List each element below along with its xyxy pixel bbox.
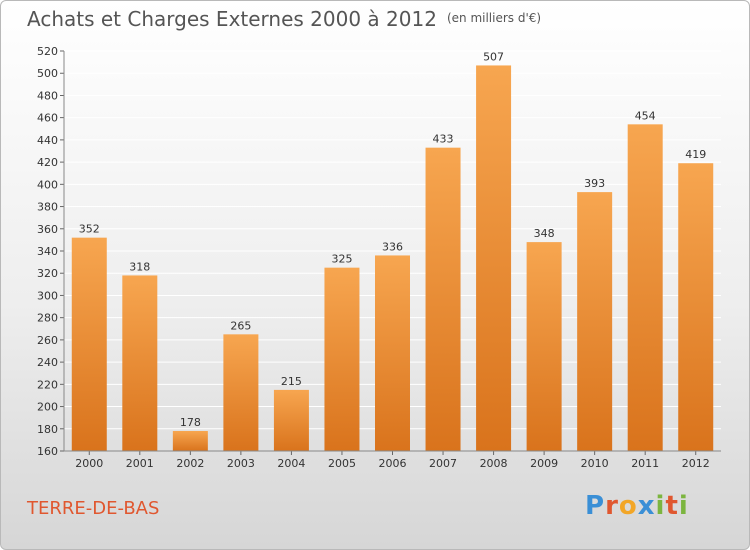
x-tick-label: 2006 xyxy=(379,457,407,470)
data-label: 318 xyxy=(129,260,150,273)
bar-2005 xyxy=(324,267,360,451)
y-tick-label: 420 xyxy=(37,156,58,169)
y-tick-label: 460 xyxy=(37,112,58,125)
y-tick-label: 520 xyxy=(37,45,58,58)
y-tick-label: 440 xyxy=(37,134,58,147)
data-label: 352 xyxy=(79,223,100,236)
bar-2012 xyxy=(678,163,714,451)
y-tick-label: 220 xyxy=(37,378,58,391)
y-tick-label: 260 xyxy=(37,334,58,347)
x-tick-label: 2002 xyxy=(176,457,204,470)
chart-title-text: Achats et Charges Externes 2000 à 2012 xyxy=(27,7,437,31)
x-tick-label: 2007 xyxy=(429,457,457,470)
x-tick-label: 2008 xyxy=(480,457,508,470)
data-label: 178 xyxy=(180,416,201,429)
commune-name: TERRE-DE-BAS xyxy=(27,498,160,519)
logo-letter: o xyxy=(618,491,638,521)
logo-letter: r xyxy=(605,491,619,521)
y-tick-label: 280 xyxy=(37,312,58,325)
y-tick-label: 340 xyxy=(37,245,58,258)
x-tick-label: 2011 xyxy=(631,457,659,470)
chart-title: Achats et Charges Externes 2000 à 2012 (e… xyxy=(27,7,541,31)
bar-2008 xyxy=(476,65,512,451)
logo-letter: P xyxy=(585,491,606,521)
y-tick-label: 200 xyxy=(37,401,58,414)
bar-2001 xyxy=(122,275,158,451)
y-tick-label: 500 xyxy=(37,67,58,80)
x-tick-label: 2009 xyxy=(530,457,558,470)
data-label: 454 xyxy=(635,109,656,122)
y-tick-label: 480 xyxy=(37,89,58,102)
data-label: 507 xyxy=(483,50,504,63)
x-tick-label: 2010 xyxy=(581,457,609,470)
bar-2006 xyxy=(375,255,410,451)
y-tick-label: 400 xyxy=(37,178,58,191)
bar-2000 xyxy=(71,237,107,451)
x-axis: 2000 2001 2002 2003 2004 2005 2006 2007 2008 2009… xyxy=(64,450,721,470)
bar-2002 xyxy=(172,431,208,451)
data-label: 325 xyxy=(331,253,352,266)
y-tick-label: 380 xyxy=(37,201,58,214)
bar-2010 xyxy=(577,192,613,451)
data-label: 433 xyxy=(433,133,454,146)
bar-2004 xyxy=(273,389,309,451)
x-tick-label: 2005 xyxy=(328,457,356,470)
x-tick-label: 2000 xyxy=(75,457,103,470)
y-tick-label: 240 xyxy=(37,356,58,369)
x-tick-label: 2003 xyxy=(227,457,255,470)
data-label: 393 xyxy=(584,177,605,190)
bar-2009 xyxy=(526,242,562,451)
data-label: 265 xyxy=(230,319,251,332)
data-label: 348 xyxy=(534,227,555,240)
x-tick-label: 2012 xyxy=(682,457,710,470)
x-tick-label: 2004 xyxy=(277,457,305,470)
data-label: 336 xyxy=(382,240,403,253)
data-label: 215 xyxy=(281,375,302,388)
bar-2011 xyxy=(627,124,663,451)
logo-letter: x xyxy=(637,491,656,521)
y-tick-label: 180 xyxy=(37,423,58,436)
logo-letter: i xyxy=(678,491,689,521)
logo-letter: t xyxy=(665,491,679,521)
y-tick-label: 300 xyxy=(37,289,58,302)
y-tick-label: 320 xyxy=(37,267,58,280)
chart-subtitle: (en milliers d'€) xyxy=(446,11,542,25)
bar-2007 xyxy=(425,147,461,451)
logo-letter: i xyxy=(655,491,666,521)
y-tick-label: 360 xyxy=(37,223,58,236)
bars xyxy=(71,65,714,451)
y-tick-label: 160 xyxy=(37,445,58,458)
data-labels: 352 318 178 265 215 325 336 433 507 348 393 454 419 xyxy=(79,50,706,429)
y-axis: 160 180 200 220 240 260 280 300 320 340 360 380 400 4… xyxy=(37,45,65,458)
data-label: 419 xyxy=(685,148,706,161)
bar-2003 xyxy=(223,334,259,451)
proxiti-logo: Proxiti xyxy=(585,491,689,521)
x-tick-label: 2001 xyxy=(126,457,154,470)
